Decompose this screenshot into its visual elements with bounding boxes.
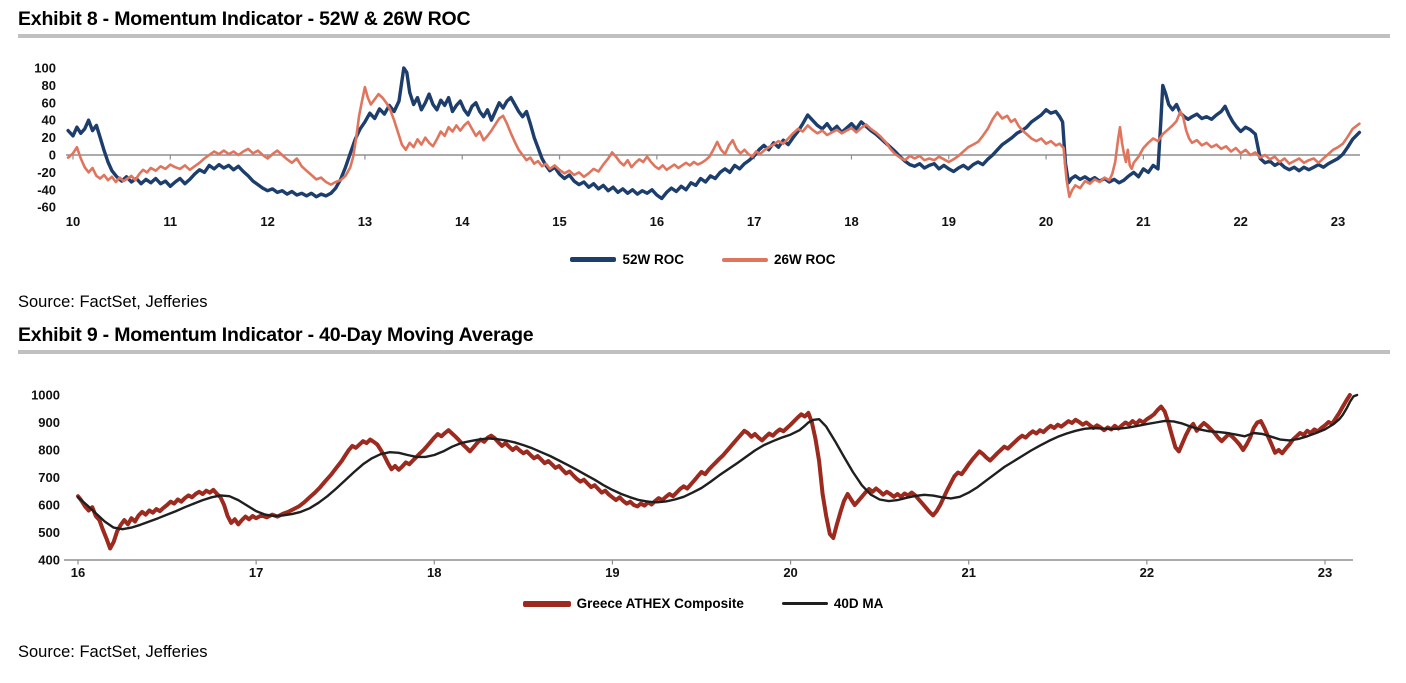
y-tick-label: 500	[38, 525, 60, 540]
y-tick-label: 60	[42, 95, 56, 110]
legend-item-40d-ma: 40D MA	[781, 596, 884, 611]
y-tick-label: 700	[38, 470, 60, 485]
legend-item-52w-roc: 52W ROC	[570, 252, 684, 267]
x-tick-label: 22	[1233, 214, 1247, 229]
series-line-52w-roc	[66, 66, 1362, 201]
exhibit8-title: Exhibit 8 - Momentum Indicator - 52W & 2…	[18, 8, 471, 30]
x-tick-label: 19	[942, 214, 956, 229]
y-tick-label: 40	[42, 113, 56, 128]
exhibit9-title: Exhibit 9 - Momentum Indicator - 40-Day …	[18, 324, 534, 346]
exhibit8-source: Source: FactSet, Jefferies	[18, 293, 208, 311]
y-tick-label: 400	[38, 553, 60, 568]
x-tick-label: 23	[1331, 214, 1345, 229]
legend-label-52w-roc: 52W ROC	[622, 252, 684, 267]
x-tick-label: 22	[1140, 565, 1154, 580]
exhibit9-figure: Exhibit 9 - Momentum Indicator - 40-Day …	[0, 324, 1406, 662]
report-page: Exhibit 8 - Momentum Indicator - 52W & 2…	[0, 8, 1406, 662]
y-tick-label: 80	[42, 78, 56, 93]
series-line-greece-athex-composite	[76, 393, 1352, 551]
exhibit9-moving-average-chart: 16 17 18 19 20 21 22 23 1000 900 800 700 600 500 400	[31, 388, 1359, 580]
y-tick-label: 0	[49, 148, 56, 163]
x-tick-label: 18	[844, 214, 858, 229]
x-tick-label: 18	[427, 565, 441, 580]
x-tick-label: 14	[455, 214, 470, 229]
x-tick-label: 17	[249, 565, 263, 580]
26w-roc-line-swatch	[722, 257, 768, 262]
x-tick-label: 17	[747, 214, 761, 229]
exhibit8-figure: Exhibit 8 - Momentum Indicator - 52W & 2…	[0, 8, 1406, 312]
x-tick-label: 12	[260, 214, 274, 229]
x-tick-label: 15	[552, 214, 566, 229]
legend-item-26w-roc: 26W ROC	[722, 252, 836, 267]
exhibit8-legend: 52W ROC 26W ROC	[0, 252, 1406, 267]
legend-item-athex: Greece ATHEX Composite	[522, 596, 744, 611]
y-tick-label: 1000	[31, 388, 60, 403]
legend-label-26w-roc: 26W ROC	[774, 252, 836, 267]
y-tick-label: -20	[37, 165, 56, 180]
legend-label-40d-ma: 40D MA	[833, 596, 884, 611]
x-tick-label: 16	[650, 214, 664, 229]
x-tick-label: 20	[1039, 214, 1053, 229]
y-tick-label: -60	[37, 200, 56, 215]
x-tick-label: 20	[783, 565, 797, 580]
y-tick-label: 100	[34, 61, 56, 76]
y-tick-label: 800	[38, 443, 60, 458]
athex-line-swatch	[522, 600, 571, 607]
y-tick-label: -40	[37, 182, 56, 197]
exhibit9-legend: Greece ATHEX Composite 40D MA	[0, 596, 1406, 611]
exhibit8-title-underline	[18, 34, 1390, 38]
series-line-26w-roc	[66, 85, 1361, 199]
exhibit9-source: Source: FactSet, Jefferies	[18, 643, 208, 661]
x-tick-label: 13	[358, 214, 372, 229]
x-tick-label: 10	[66, 214, 80, 229]
52w-roc-line-swatch	[570, 257, 617, 262]
legend-label-athex: Greece ATHEX Composite	[576, 596, 744, 611]
x-tick-label: 21	[1136, 214, 1150, 229]
y-tick-label: 20	[42, 130, 56, 145]
x-tick-label: 11	[163, 214, 177, 229]
x-tick-label: 19	[605, 565, 619, 580]
40d-ma-line-swatch	[781, 602, 828, 605]
x-tick-label: 16	[71, 565, 85, 580]
y-tick-label: 900	[38, 415, 60, 430]
x-tick-label: 21	[961, 565, 975, 580]
y-tick-label: 600	[38, 498, 60, 513]
exhibit8-roc-chart: 10 11 12 13 14 15 16 17 18 19 20 21 22 23 100 80 60 40 20 0…	[34, 61, 1362, 229]
x-tick-label: 23	[1318, 565, 1332, 580]
exhibit9-title-underline	[18, 350, 1390, 354]
series-line-40d-ma	[76, 393, 1359, 531]
